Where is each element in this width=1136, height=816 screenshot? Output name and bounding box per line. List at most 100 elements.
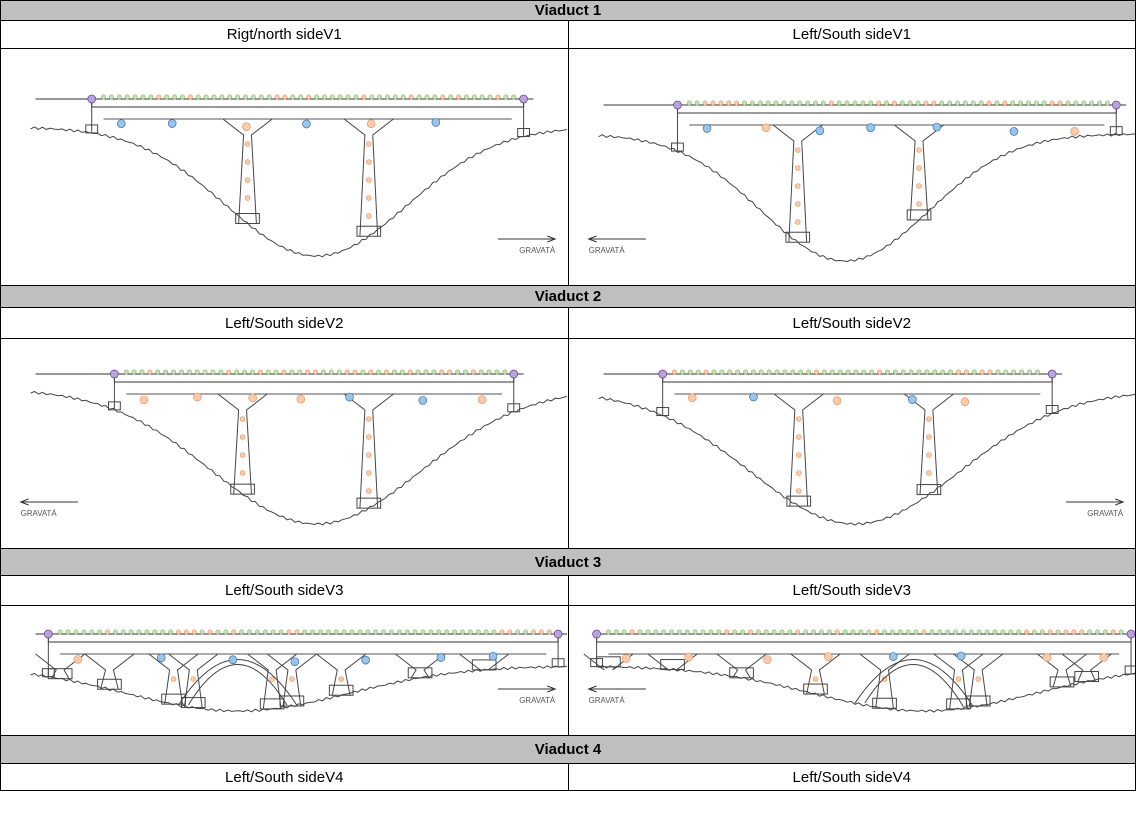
inspection-point xyxy=(357,629,363,635)
inspection-point xyxy=(668,629,674,635)
inspection-point xyxy=(195,94,201,100)
inspection-point xyxy=(163,369,169,375)
inspection-point xyxy=(202,369,208,375)
inspection-point xyxy=(369,94,375,100)
inspection-point xyxy=(913,629,919,635)
inspection-point xyxy=(1018,369,1024,375)
inspection-point xyxy=(231,629,237,635)
inspection-point xyxy=(207,629,213,635)
inspection-point xyxy=(794,219,801,225)
inspection-point xyxy=(1086,629,1092,635)
inspection-point xyxy=(361,94,367,100)
terrain xyxy=(597,393,1135,526)
bridge-drawing: GRAVATÁ xyxy=(582,629,1135,713)
inspection-point xyxy=(227,94,233,100)
inspection-point xyxy=(1017,100,1023,106)
inspection-point xyxy=(333,629,339,635)
inspection-point xyxy=(794,629,800,635)
section-title: Viaduct 1 xyxy=(0,0,1136,21)
section-header-row: Viaduct 3 xyxy=(0,548,1136,576)
inspection-point xyxy=(613,629,619,635)
inspection-point xyxy=(117,119,126,129)
inspection-point xyxy=(812,676,818,682)
inspection-point xyxy=(139,395,149,405)
inspection-point xyxy=(1023,629,1029,635)
inspection-point xyxy=(750,369,756,375)
inspection-point xyxy=(883,100,889,106)
inspection-point xyxy=(762,655,772,664)
inspection-point xyxy=(905,629,911,635)
pier-footing xyxy=(802,683,828,695)
inspection-point xyxy=(553,629,563,639)
inspection-point xyxy=(479,94,485,100)
inspection-point xyxy=(805,369,811,375)
inspection-point xyxy=(795,452,802,458)
drawing-cell: GRAVATÁ xyxy=(567,338,1136,549)
inspection-point xyxy=(416,94,422,100)
inspection-point xyxy=(140,94,146,100)
inspection-point xyxy=(302,629,308,635)
inspection-point xyxy=(366,488,372,494)
inspection-point xyxy=(758,369,764,375)
inspection-point xyxy=(247,629,252,635)
inspection-point xyxy=(155,369,161,375)
pier-footing xyxy=(1049,676,1074,688)
inspection-point xyxy=(239,470,246,476)
inspection-point xyxy=(875,100,881,106)
inspection-point xyxy=(415,369,421,375)
drawing-cell: GRAVATÁ xyxy=(0,338,569,549)
inspection-point xyxy=(1080,100,1086,106)
inspection-point xyxy=(868,369,874,375)
inspection-point xyxy=(726,369,732,375)
direction-label: GRAVATÁ xyxy=(519,246,556,255)
direction-arrow xyxy=(497,685,557,693)
inspection-point xyxy=(936,629,942,635)
inspection-point xyxy=(148,94,154,100)
inspection-point xyxy=(452,629,458,635)
inspection-point xyxy=(313,369,319,375)
arch xyxy=(178,659,298,706)
inspection-point xyxy=(676,629,682,635)
inspection-point xyxy=(407,369,413,375)
inspection-point xyxy=(511,94,517,100)
inspection-point xyxy=(742,369,748,375)
inspection-point xyxy=(57,629,63,635)
inspection-point xyxy=(818,629,824,635)
inspection-point xyxy=(244,195,251,201)
inspection-point xyxy=(925,470,932,476)
inspection-point xyxy=(274,94,280,100)
inspection-point xyxy=(992,629,997,635)
inspection-point xyxy=(366,141,372,147)
inspection-point xyxy=(928,629,934,635)
inspection-point xyxy=(891,100,897,106)
inspection-point xyxy=(502,369,508,375)
inspection-point xyxy=(296,394,306,404)
inspection-point xyxy=(794,165,801,171)
pier-footing xyxy=(595,656,621,668)
bridge-drawing: GRAVATÁ xyxy=(597,369,1135,526)
side-label: Left/South sideV3 xyxy=(567,575,1136,606)
inspection-point xyxy=(471,94,477,100)
inspection-point xyxy=(132,94,138,100)
inspection-point xyxy=(215,629,221,635)
inspection-point xyxy=(889,629,895,635)
inspection-point xyxy=(881,629,887,635)
inspection-point xyxy=(73,655,83,664)
inspection-point xyxy=(657,369,667,379)
inspection-point xyxy=(239,452,246,458)
inspection-point xyxy=(381,629,387,635)
inspection-point xyxy=(763,629,769,635)
inspection-point xyxy=(771,629,777,635)
inspection-point xyxy=(341,629,347,635)
inspection-point xyxy=(305,369,311,375)
inspection-point xyxy=(970,100,976,106)
side-label: Left/South sideV4 xyxy=(567,763,1136,791)
inspection-point xyxy=(915,201,922,207)
inspection-point xyxy=(420,629,426,635)
inspection-point xyxy=(478,369,484,375)
inspection-point xyxy=(773,100,779,106)
inspection-point xyxy=(723,629,729,635)
inspection-point xyxy=(679,369,685,375)
inspection-point xyxy=(494,369,500,375)
pier xyxy=(773,393,824,507)
